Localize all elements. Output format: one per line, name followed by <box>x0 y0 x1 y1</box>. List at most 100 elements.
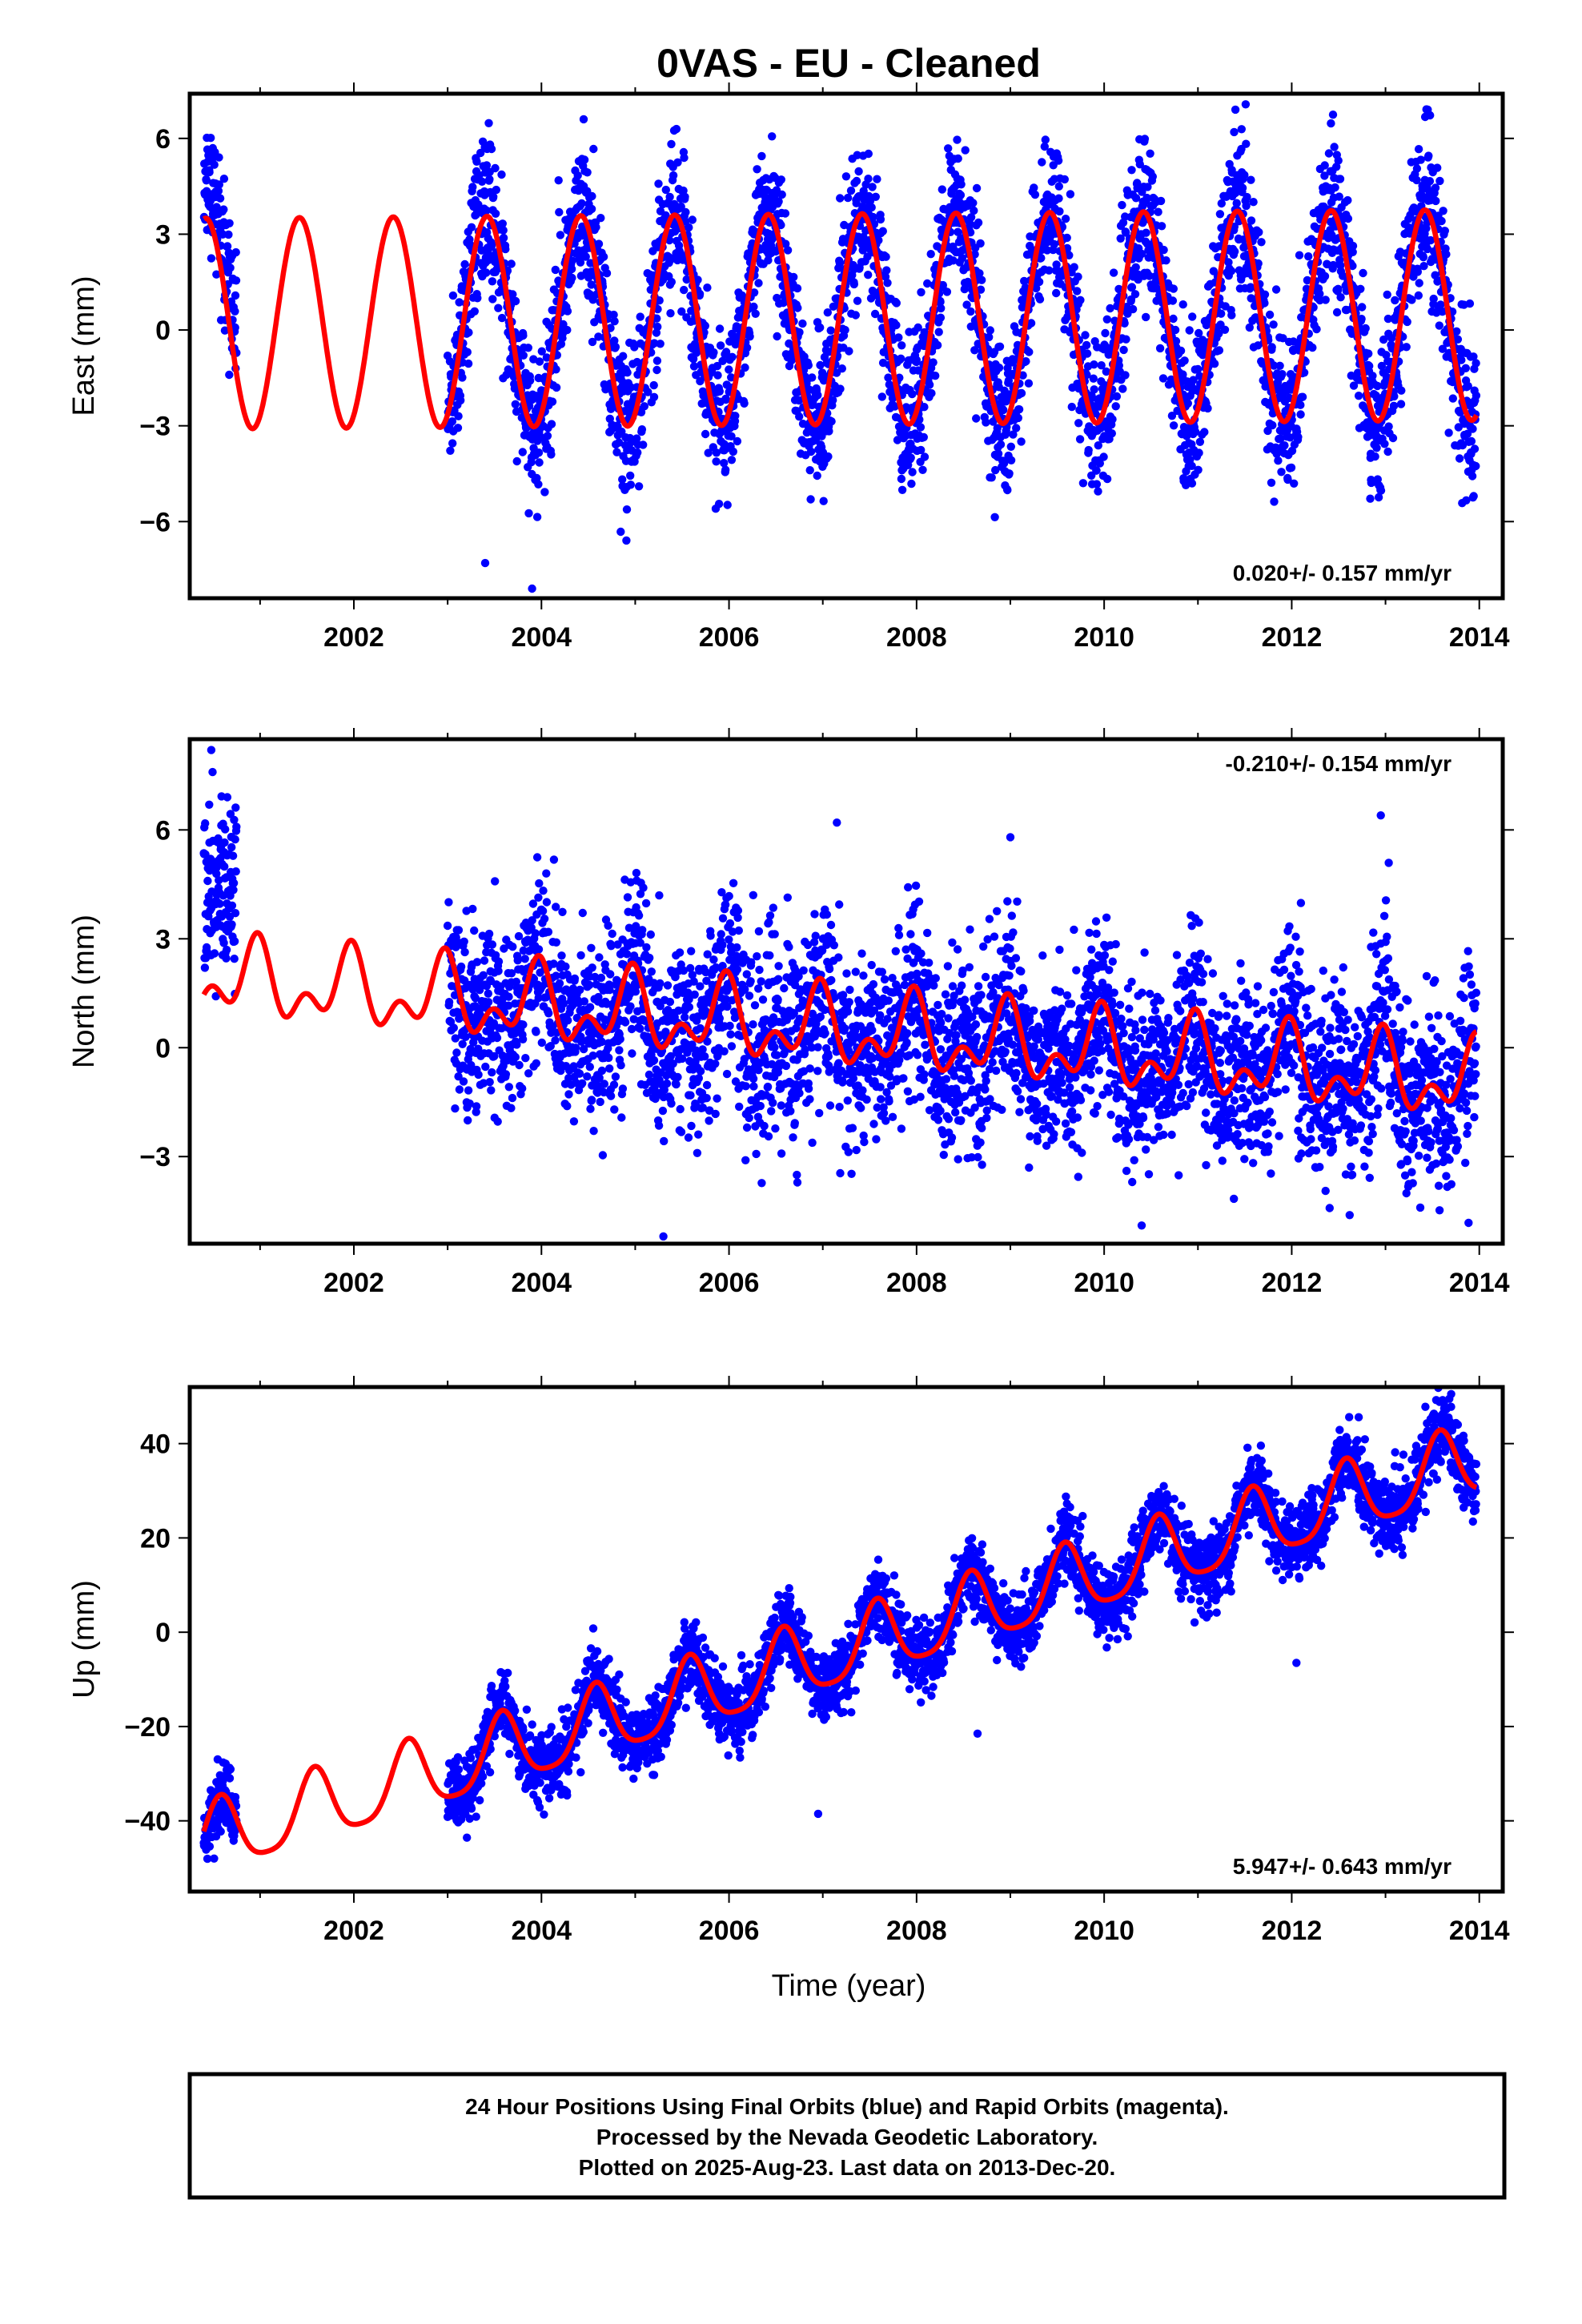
data-point <box>579 115 588 124</box>
data-point <box>925 380 934 389</box>
data-point <box>978 275 986 284</box>
data-point <box>583 1072 592 1081</box>
data-point <box>535 458 544 467</box>
data-point <box>816 360 825 370</box>
data-point <box>953 135 962 144</box>
data-point <box>1435 176 1444 186</box>
data-point <box>1101 328 1110 338</box>
data-point <box>618 475 627 484</box>
data-point <box>609 1080 619 1089</box>
data-point <box>207 254 216 263</box>
data-point <box>1142 312 1150 322</box>
data-point <box>544 1009 553 1018</box>
data-point <box>518 448 527 456</box>
data-point <box>446 446 455 455</box>
data-point <box>645 953 654 963</box>
data-point <box>482 268 491 277</box>
data-point <box>1042 246 1052 255</box>
data-point <box>1368 372 1377 380</box>
data-point <box>576 985 584 995</box>
data-point <box>1232 199 1241 207</box>
data-point <box>476 148 485 158</box>
data-point <box>927 388 936 398</box>
data-point <box>863 252 872 261</box>
data-point <box>223 242 232 251</box>
data-point <box>694 1074 703 1083</box>
data-point <box>1120 319 1129 328</box>
data-point <box>1224 258 1233 267</box>
data-point <box>639 883 648 892</box>
data-point <box>605 1064 614 1073</box>
data-point <box>713 361 722 371</box>
data-point <box>846 186 856 195</box>
data-point <box>685 223 693 232</box>
data-point <box>1215 329 1223 338</box>
data-point <box>993 424 1002 432</box>
data-point <box>793 304 802 312</box>
data-point <box>1090 385 1098 394</box>
data-point <box>1237 125 1247 134</box>
data-point <box>1020 276 1029 286</box>
data-point <box>231 867 240 876</box>
data-point <box>884 373 893 382</box>
data-point <box>610 336 619 345</box>
data-point <box>1361 324 1370 333</box>
data-point <box>687 947 696 955</box>
data-point <box>501 1070 511 1079</box>
data-point <box>1414 291 1423 300</box>
data-point <box>1089 374 1098 383</box>
data-point <box>693 275 702 284</box>
data-point <box>966 213 976 222</box>
data-point <box>1455 454 1464 463</box>
data-point <box>1247 216 1256 225</box>
data-point <box>563 325 572 335</box>
data-point <box>626 480 635 489</box>
data-point <box>231 291 240 300</box>
data-point <box>227 920 236 929</box>
data-point <box>551 265 560 275</box>
data-point <box>1304 252 1313 261</box>
data-point <box>444 898 453 907</box>
data-point <box>221 825 230 834</box>
data-point <box>1372 444 1381 452</box>
data-point <box>563 307 572 316</box>
data-point <box>1158 374 1168 383</box>
data-point <box>696 1067 705 1076</box>
data-point <box>1102 315 1112 324</box>
data-point <box>836 384 845 393</box>
data-point <box>714 500 724 509</box>
data-point <box>652 356 662 365</box>
data-point <box>501 244 510 254</box>
data-point <box>890 402 900 411</box>
data-point <box>1169 421 1178 430</box>
data-point <box>1217 309 1226 318</box>
data-point <box>1131 194 1141 203</box>
data-point <box>881 252 890 261</box>
data-point <box>827 417 836 426</box>
data-point <box>915 415 924 424</box>
data-point <box>702 1080 712 1090</box>
data-point <box>894 333 903 342</box>
x-tick-label: 2012 <box>1262 622 1323 653</box>
data-point <box>484 989 492 998</box>
data-point <box>1328 111 1338 119</box>
data-point <box>1380 440 1389 448</box>
data-point <box>677 202 685 211</box>
data-point <box>1343 214 1353 223</box>
data-point <box>460 947 469 957</box>
data-point <box>1269 320 1278 329</box>
data-point <box>564 1090 573 1099</box>
data-point <box>1280 441 1289 450</box>
data-point <box>1433 163 1442 172</box>
data-point <box>1448 394 1458 403</box>
data-point <box>1270 361 1279 370</box>
data-point <box>598 1151 608 1160</box>
data-point <box>918 465 927 474</box>
x-tick-label: 2002 <box>323 622 384 653</box>
data-point <box>1461 364 1471 372</box>
data-point <box>962 300 971 309</box>
data-point <box>1343 195 1352 205</box>
data-point <box>749 302 758 312</box>
data-point <box>1195 437 1205 446</box>
